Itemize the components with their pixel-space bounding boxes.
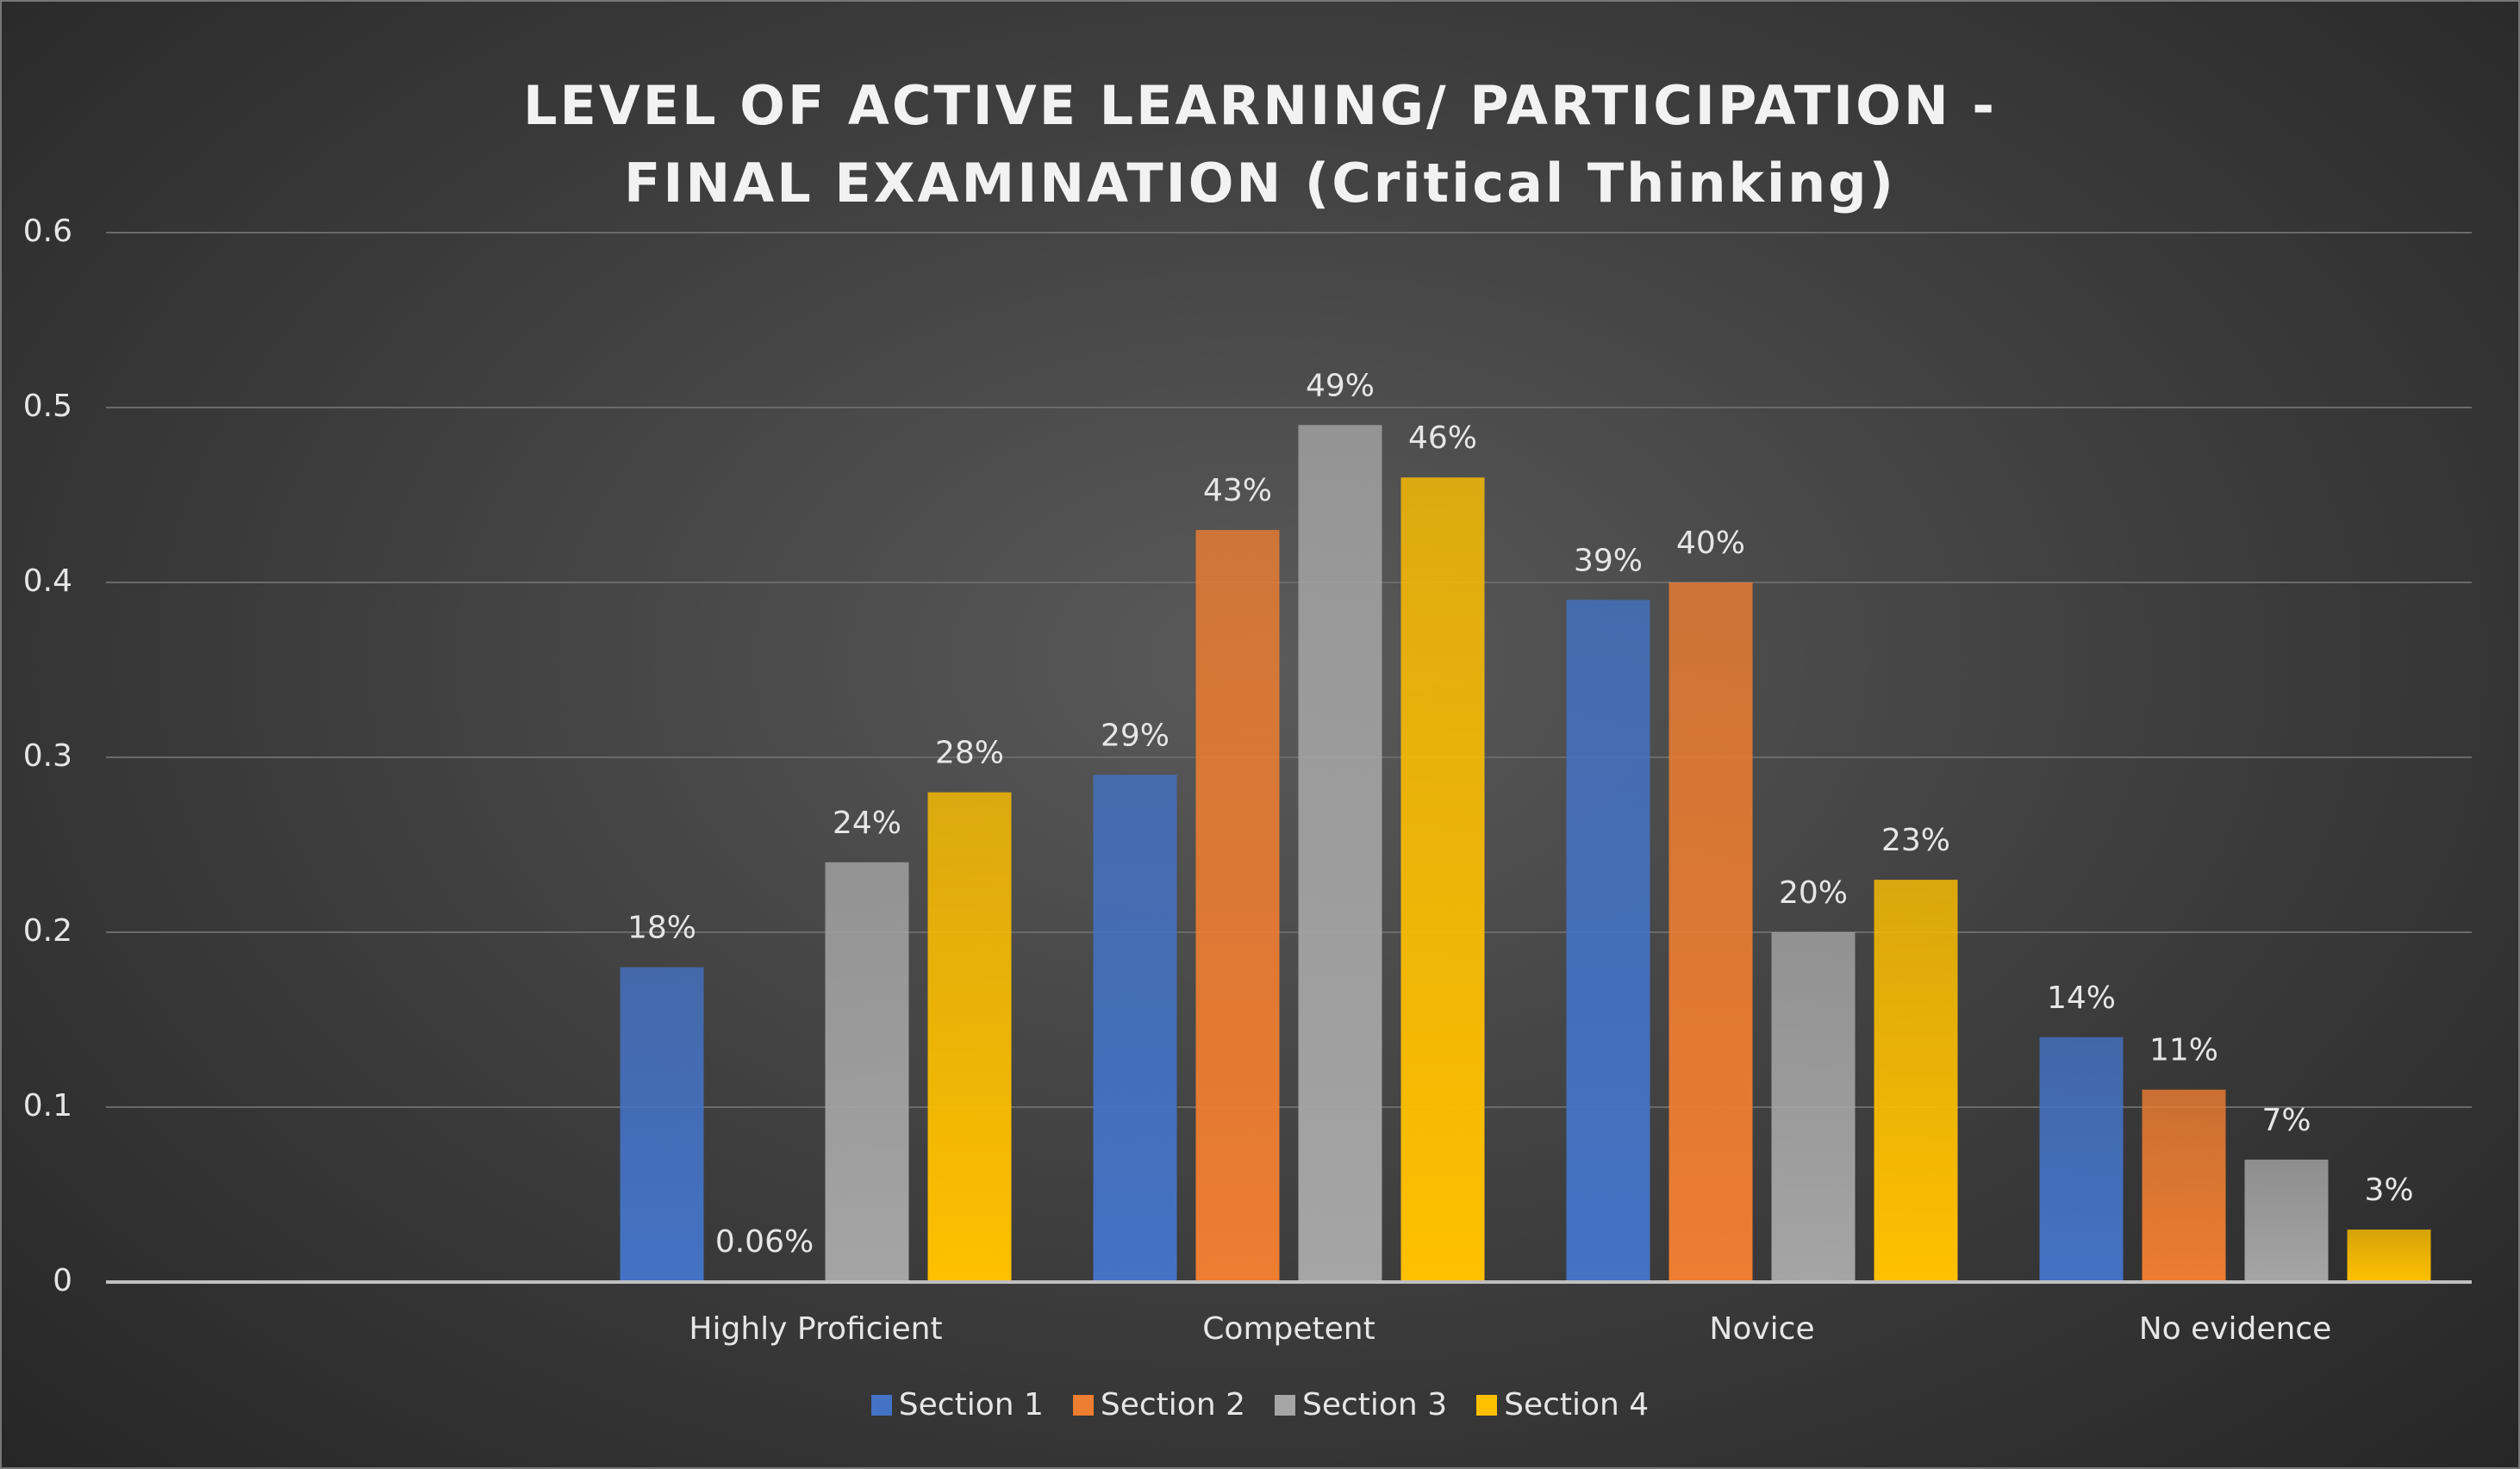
bar [1400, 477, 1485, 1282]
bar [1298, 425, 1382, 1282]
legend-swatch [1275, 1394, 1295, 1416]
x-tick-label: No evidence [2139, 1311, 2332, 1347]
legend-item: Section 2 [1072, 1387, 1245, 1422]
bar [2244, 1159, 2329, 1282]
legend-swatch [1476, 1394, 1498, 1416]
data-label: 18% [627, 911, 696, 946]
legend-label: Section 4 [1504, 1387, 1650, 1422]
bar [1874, 880, 1958, 1282]
legend-label: Section 2 [1100, 1387, 1245, 1422]
y-tick-label: 0.3 [23, 738, 72, 774]
bar [2347, 1229, 2431, 1282]
data-label: 28% [935, 736, 1004, 771]
legend: Section 1 Section 2 Section 3 Section 4 [0, 1387, 2520, 1422]
bar [825, 862, 909, 1282]
data-label: 40% [1676, 526, 1745, 561]
y-tick-label: 0.4 [23, 563, 72, 599]
y-tick-label: 0.6 [23, 214, 72, 249]
data-label: 11% [2149, 1033, 2218, 1068]
x-tick-label: Competent [1202, 1311, 1375, 1347]
data-label: 20% [1779, 875, 1848, 911]
y-tick-label: 0.1 [23, 1088, 72, 1124]
legend-swatch [1072, 1394, 1094, 1416]
bar [1669, 582, 1753, 1282]
bar [927, 792, 1012, 1282]
data-label: 3% [2364, 1173, 2413, 1208]
legend-item: Section 4 [1476, 1387, 1649, 1422]
y-tick-label: 0.2 [23, 913, 72, 949]
data-label: 43% [1203, 473, 1272, 508]
bar [1195, 530, 1280, 1282]
data-label: 46% [1408, 420, 1477, 456]
data-label: 39% [1574, 543, 1643, 578]
y-tick-label: 0.5 [23, 389, 72, 424]
legend-item: Section 1 [870, 1387, 1044, 1422]
bar [2142, 1089, 2226, 1282]
data-label: 23% [1881, 823, 1950, 858]
bar [2039, 1036, 2124, 1282]
bar [1566, 600, 1650, 1282]
data-label: 24% [833, 806, 901, 841]
legend-label: Section 1 [898, 1387, 1044, 1422]
x-tick-label: Highly Proficient [689, 1311, 942, 1347]
y-tick-label: 0 [53, 1263, 72, 1298]
chart-title: LEVEL OF ACTIVE LEARNING/ PARTICIPATION … [522, 74, 1998, 215]
bar [620, 967, 704, 1282]
data-label: 0.06% [715, 1224, 814, 1260]
x-tick-label: Novice [1709, 1311, 1814, 1347]
legend-swatch [870, 1394, 892, 1416]
data-label: 29% [1101, 718, 1170, 753]
data-label: 49% [1306, 368, 1375, 403]
legend-label: Section 3 [1302, 1387, 1448, 1422]
legend-item: Section 3 [1275, 1387, 1447, 1422]
data-label: 7% [2261, 1103, 2311, 1138]
bar [1093, 775, 1177, 1282]
bar [1771, 932, 1856, 1282]
data-label: 14% [2047, 980, 2116, 1016]
